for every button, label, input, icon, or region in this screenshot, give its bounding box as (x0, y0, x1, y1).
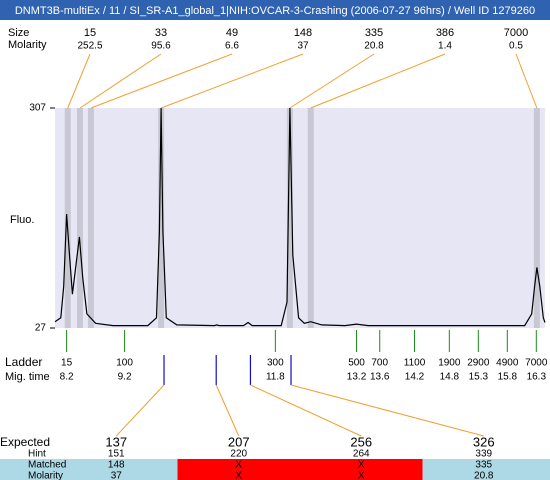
peak-band (76, 108, 83, 328)
peak-size: 335 (365, 27, 383, 39)
expected-molarity: 20.8 (474, 471, 494, 480)
expected-hint: 220 (230, 449, 247, 460)
ladder-time: 9.2 (118, 372, 132, 383)
expected-row-label: Molarity (28, 471, 63, 480)
peak-molarity: 252.5 (77, 41, 102, 52)
peak-molarity: 20.8 (364, 41, 384, 52)
ladder-size: 1100 (404, 358, 426, 369)
match-cell (422, 459, 550, 480)
expected-matched: 148 (108, 460, 125, 471)
peak-molarity: 6.6 (225, 41, 239, 52)
peak-connector (289, 53, 375, 109)
peak-size: 386 (436, 27, 454, 39)
peak-molarity: 37 (297, 41, 309, 52)
peak-connector (160, 53, 304, 109)
expected-expected: 207 (228, 434, 250, 449)
peak-size: 148 (294, 27, 312, 39)
peak-molarity: 1.4 (438, 41, 452, 52)
peak-band (64, 108, 71, 328)
ladder-size: 7000 (525, 358, 548, 369)
ladder-time: 8.2 (60, 372, 74, 383)
match-cell (300, 459, 423, 480)
expected-row-label: Matched (28, 460, 66, 471)
expected-hint: 339 (475, 449, 492, 460)
ladder-size: 300 (267, 358, 284, 369)
expected-connector (250, 384, 362, 437)
ladder-time: 13.6 (370, 372, 390, 383)
peak-band (286, 108, 293, 328)
expected-hint: 151 (108, 449, 125, 460)
match-cell (55, 459, 178, 480)
peak-connector (79, 53, 162, 109)
ladder-time: 16.3 (527, 372, 547, 383)
trace (54, 107, 546, 327)
expected-connector (215, 384, 240, 437)
expected-row-label: Hint (28, 449, 46, 460)
ladder-size: 4900 (496, 358, 519, 369)
expected-row-label: Expected (0, 435, 50, 449)
expected-matched: X (235, 460, 242, 471)
ladder-time: 14.8 (440, 372, 460, 383)
y-tick-label: 27 (35, 323, 47, 334)
peak-molarity: 0.5 (509, 41, 523, 52)
ladder-row-label: Ladder (5, 355, 42, 369)
expected-molarity: 37 (111, 471, 123, 480)
expected-connector (115, 384, 165, 437)
expected-expected: 326 (473, 434, 495, 449)
ladder-time: 13.2 (347, 372, 367, 383)
ladder-size: 15 (61, 358, 73, 369)
expected-hint: 264 (353, 449, 370, 460)
title: DNMT3B-multiEx / 11 / SI_SR-A1_global_1|… (15, 5, 535, 17)
expected-expected: 137 (105, 434, 127, 449)
peak-band (158, 108, 165, 328)
ladder-size: 100 (116, 358, 133, 369)
ladder-row-label: Mig. time (5, 371, 50, 383)
expected-matched: 335 (475, 460, 492, 471)
ladder-size: 2900 (467, 358, 490, 369)
peak-size: 33 (155, 27, 167, 39)
peak-connector (310, 53, 446, 109)
peak-size: 49 (226, 27, 238, 39)
ladder-time: 15.8 (498, 372, 518, 383)
title-bar (0, 0, 550, 20)
expected-connector (290, 384, 484, 437)
peak-row-label: Molarity (8, 39, 47, 51)
ladder-size: 700 (371, 358, 388, 369)
ladder-time: 11.8 (266, 372, 285, 383)
expected-matched: X (358, 460, 365, 471)
peak-molarity: 95.6 (151, 41, 171, 52)
peak-size: 15 (84, 27, 96, 39)
plot-area (55, 108, 545, 328)
ladder-size: 500 (348, 358, 365, 369)
ladder-time: 14.2 (405, 372, 425, 383)
peak-connector (515, 53, 538, 109)
expected-expected: 256 (350, 434, 372, 449)
peak-band (533, 108, 540, 328)
y-axis-label: Fluo. (10, 214, 34, 226)
peak-band (307, 108, 314, 328)
match-cell (177, 459, 300, 480)
y-tick-label: 307 (29, 103, 46, 114)
expected-molarity: X (358, 471, 365, 480)
match-cell-left (0, 459, 55, 480)
peak-connector (90, 53, 233, 109)
peak-size: 7000 (504, 27, 528, 39)
peak-row-label: Size (8, 27, 29, 39)
peak-connector (67, 53, 91, 109)
peak-band (87, 108, 94, 328)
expected-molarity: X (235, 471, 242, 480)
ladder-size: 1900 (438, 358, 461, 369)
ladder-time: 15.3 (469, 372, 489, 383)
